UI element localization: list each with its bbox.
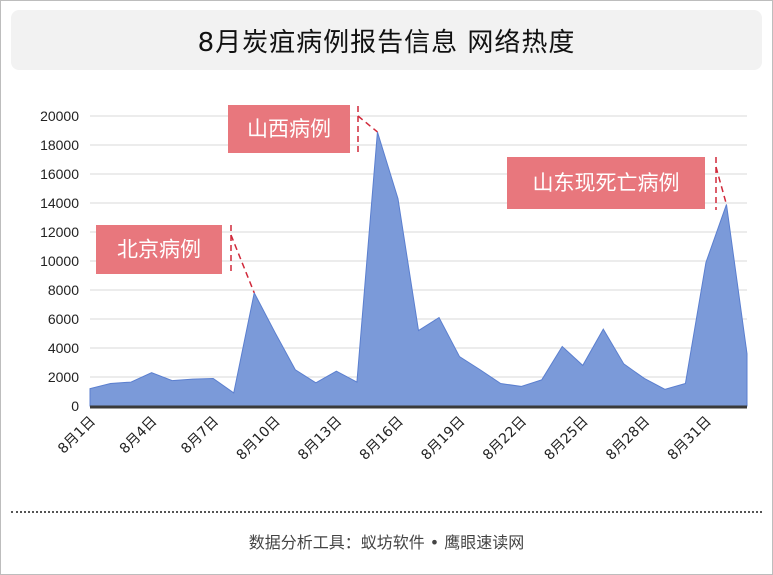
series-area — [89, 131, 748, 407]
y-tick-label: 10000 — [40, 253, 79, 269]
y-tick-label: 20000 — [40, 108, 79, 124]
annotation-label: 山西病例 — [247, 117, 331, 141]
y-tick-label: 16000 — [40, 166, 79, 182]
annotation-label: 山东现死亡病例 — [533, 171, 680, 195]
annotation-label: 北京病例 — [117, 238, 201, 262]
y-tick-label: 4000 — [48, 340, 79, 356]
y-tick-label: 8000 — [48, 282, 79, 298]
footer-divider — [11, 511, 762, 513]
x-tick-label: 8月13日 — [295, 414, 345, 464]
title-bar: 8月炭疽病例报告信息 网络热度 — [11, 10, 762, 70]
x-tick-label: 8月28日 — [603, 414, 653, 464]
footer-source: 数据分析工具：蚁坊软件 • 鹰眼速读网 — [248, 533, 525, 552]
y-tick-label: 12000 — [40, 224, 79, 240]
y-tick-label: 0 — [71, 398, 79, 414]
y-tick-label: 18000 — [40, 137, 79, 153]
x-tick-label: 8月16日 — [357, 414, 407, 464]
annotation-box — [96, 225, 222, 274]
x-tick-label: 8月1日 — [55, 414, 99, 458]
annotation-leader — [715, 166, 728, 205]
x-tick-label: 8月31日 — [665, 414, 715, 464]
x-tick-label: 8月22日 — [480, 414, 530, 464]
x-tick-label: 8月19日 — [418, 414, 468, 464]
y-tick-label: 2000 — [48, 369, 79, 385]
y-tick-label: 6000 — [48, 311, 79, 327]
chart-title: 8月炭疽病例报告信息 网络热度 — [197, 27, 576, 58]
annotation-leader — [230, 234, 255, 294]
annotation-box — [507, 157, 705, 209]
x-tick-label: 8月10日 — [234, 414, 284, 464]
area-chart: 0 2000 4000 6000 8000 10000 12000 14000 16000 180… — [40, 105, 748, 464]
y-tick-label: 14000 — [40, 195, 79, 211]
annotation-box — [228, 105, 350, 153]
annotation-leader — [357, 115, 378, 133]
x-tick-label: 8月7日 — [178, 414, 222, 458]
x-tick-label: 8月25日 — [542, 414, 592, 464]
x-tick-label: 8月4日 — [117, 414, 161, 458]
